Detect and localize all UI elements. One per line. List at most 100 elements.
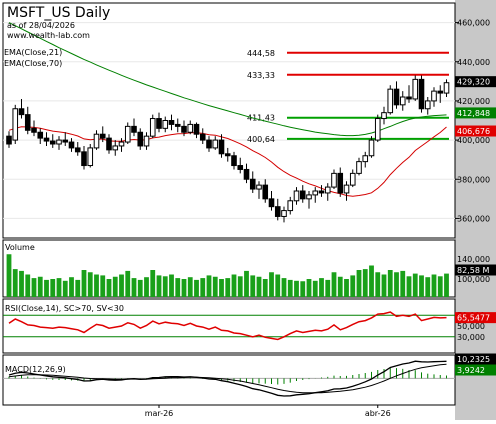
candle-body xyxy=(349,172,356,186)
volume-bar xyxy=(175,278,181,297)
rsi-tick-label: 50,000 xyxy=(457,322,485,331)
volume-bar xyxy=(112,276,118,297)
y-tick-label: 420,000 xyxy=(457,97,490,106)
volume-bar xyxy=(431,274,437,297)
candle-body xyxy=(149,118,156,137)
volume-bar xyxy=(269,272,274,297)
volume-bar xyxy=(131,278,137,297)
volume-bar xyxy=(137,279,143,297)
y-tick-label: 440,000 xyxy=(457,58,490,67)
volume-bar xyxy=(231,274,237,297)
volume-bar xyxy=(362,269,368,297)
ema-slow-line xyxy=(8,22,447,137)
volume-tick-label: 140,000 xyxy=(457,255,490,264)
candle-body xyxy=(318,190,325,194)
volume-bar xyxy=(106,279,112,297)
volume-bar xyxy=(200,278,206,297)
rsi-value-badge-box xyxy=(455,312,496,324)
volume-bar xyxy=(219,279,224,297)
rsi-lines xyxy=(3,311,455,341)
candle-body xyxy=(418,78,425,110)
watermark: www.wealth-lab.com xyxy=(7,31,90,40)
macd-signal-line xyxy=(8,363,447,394)
volume-bar xyxy=(150,270,156,297)
volume-bar xyxy=(225,278,231,297)
volume-bar xyxy=(381,274,387,297)
candle-body xyxy=(281,210,287,217)
volume-bar xyxy=(419,275,424,297)
rsi-pane-label: RSI(Close,14), SC>70, SV<30 xyxy=(5,304,124,313)
volume-bar xyxy=(356,270,362,297)
candle-body xyxy=(443,82,450,94)
candle-body xyxy=(224,153,231,157)
x-tick-label: abr-26 xyxy=(365,409,391,418)
candle-body xyxy=(124,125,131,143)
candle-body xyxy=(12,108,19,141)
volume-bar xyxy=(156,275,162,297)
volume-bar xyxy=(62,280,68,297)
candle-body xyxy=(343,184,350,194)
volume-bar xyxy=(100,275,106,297)
candle-body xyxy=(81,151,87,167)
volume-bar xyxy=(369,265,374,297)
y-axis-background xyxy=(455,0,496,420)
macd-signal-badge-box xyxy=(455,364,496,376)
candle-body xyxy=(199,133,206,141)
y-tick-label: 460,000 xyxy=(457,19,490,28)
volume-bar xyxy=(237,276,243,297)
volume-bar xyxy=(394,272,399,297)
volume-bar xyxy=(300,281,306,297)
candle-body xyxy=(231,155,237,167)
volume-bar xyxy=(37,276,43,297)
volume-bars xyxy=(6,254,449,297)
candle-body xyxy=(412,78,419,100)
volume-bar xyxy=(56,278,62,297)
value-badges: 429,320 412,848 406,676 82,58 M 65,5477 10,23… xyxy=(455,76,496,376)
volume-value-badge-label: 82,58 M xyxy=(457,266,489,275)
volume-bar xyxy=(212,276,218,297)
candle-body xyxy=(143,135,150,147)
volume-bar xyxy=(125,270,131,297)
candle-body xyxy=(324,186,331,194)
volume-bar xyxy=(350,275,356,297)
candle-body xyxy=(431,90,437,102)
volume-bar xyxy=(81,270,87,297)
candle-body xyxy=(62,139,69,143)
candle-body xyxy=(74,147,81,153)
candle-body xyxy=(249,178,256,190)
y-tick-label: 380,000 xyxy=(457,175,490,184)
candle-body xyxy=(299,190,306,200)
candle-body xyxy=(212,139,219,149)
candle-body xyxy=(87,147,94,167)
support-level-label: 400,64 xyxy=(247,135,275,144)
candle-body xyxy=(37,131,44,139)
volume-bar xyxy=(400,270,406,297)
ema-fast-label: EMA(Close,21) xyxy=(4,48,62,57)
volume-bar xyxy=(50,279,56,297)
rsi-pane-frame xyxy=(2,298,456,354)
ema-slow-label: EMA(Close,70) xyxy=(4,59,62,68)
volume-bar xyxy=(25,274,31,297)
candle-body xyxy=(237,165,244,170)
chart-title: MSFT_US Daily xyxy=(7,5,110,21)
volume-bar xyxy=(144,277,149,297)
volume-bar xyxy=(375,272,381,297)
volume-bar xyxy=(344,279,349,297)
volume-bar xyxy=(444,273,449,297)
volume-bar xyxy=(244,270,249,297)
ema-fast-badge-label: 406,676 xyxy=(457,127,490,136)
volume-bar xyxy=(325,279,331,297)
candle-body xyxy=(181,125,187,133)
candle-body xyxy=(218,139,225,155)
volume-bar xyxy=(319,278,324,297)
volume-bar xyxy=(44,279,49,297)
candle-body xyxy=(256,184,262,190)
volume-bar xyxy=(306,279,312,297)
volume-bar xyxy=(331,272,337,297)
macd-value-badge-box xyxy=(455,353,496,365)
candle-body xyxy=(287,200,294,212)
candle-body xyxy=(312,190,319,196)
candle-body xyxy=(156,118,162,129)
